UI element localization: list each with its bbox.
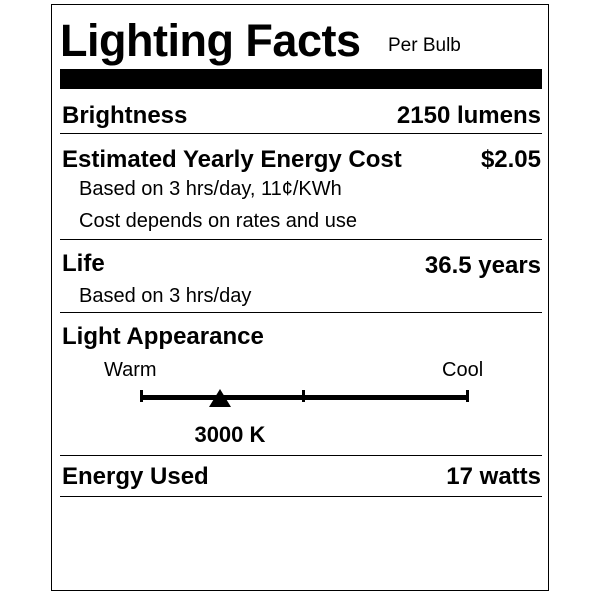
- scale-tick-middle: [302, 390, 305, 402]
- brightness-label: Brightness: [62, 102, 188, 129]
- lighting-facts-label: Lighting Facts Per Bulb Brightness 2150 …: [51, 4, 549, 591]
- energy-used-value: 17 watts: [446, 463, 541, 490]
- life-label: Life: [62, 250, 105, 277]
- energy-used-label: Energy Used: [62, 463, 209, 490]
- scale-tick-end: [466, 390, 469, 402]
- color-temperature-value: 3000 K: [194, 422, 266, 447]
- energy-cost-note-rate: Based on 3 hrs/day, 11¢/KWh: [79, 178, 342, 200]
- divider: [60, 496, 542, 497]
- per-bulb-text: Per Bulb: [388, 35, 461, 56]
- divider: [60, 312, 542, 313]
- divider: [60, 133, 542, 134]
- divider: [60, 239, 542, 240]
- divider: [60, 455, 542, 456]
- cool-label: Cool: [442, 359, 484, 381]
- life-value: 36.5 years: [424, 252, 541, 279]
- label-title: Lighting Facts: [60, 15, 361, 66]
- brightness-value: 2150 lumens: [396, 102, 541, 129]
- energy-cost-value: $2.05: [480, 146, 541, 173]
- appearance-label: Light Appearance: [62, 323, 264, 350]
- life-note: Based on 3 hrs/day: [79, 285, 252, 307]
- warm-label: Warm: [104, 359, 157, 381]
- scale-tick-start: [140, 390, 143, 402]
- title-bar: [60, 69, 542, 89]
- temperature-marker-icon: [208, 389, 231, 407]
- energy-cost-label: Estimated Yearly Energy Cost: [62, 146, 402, 173]
- energy-cost-note-depends: Cost depends on rates and use: [79, 210, 357, 232]
